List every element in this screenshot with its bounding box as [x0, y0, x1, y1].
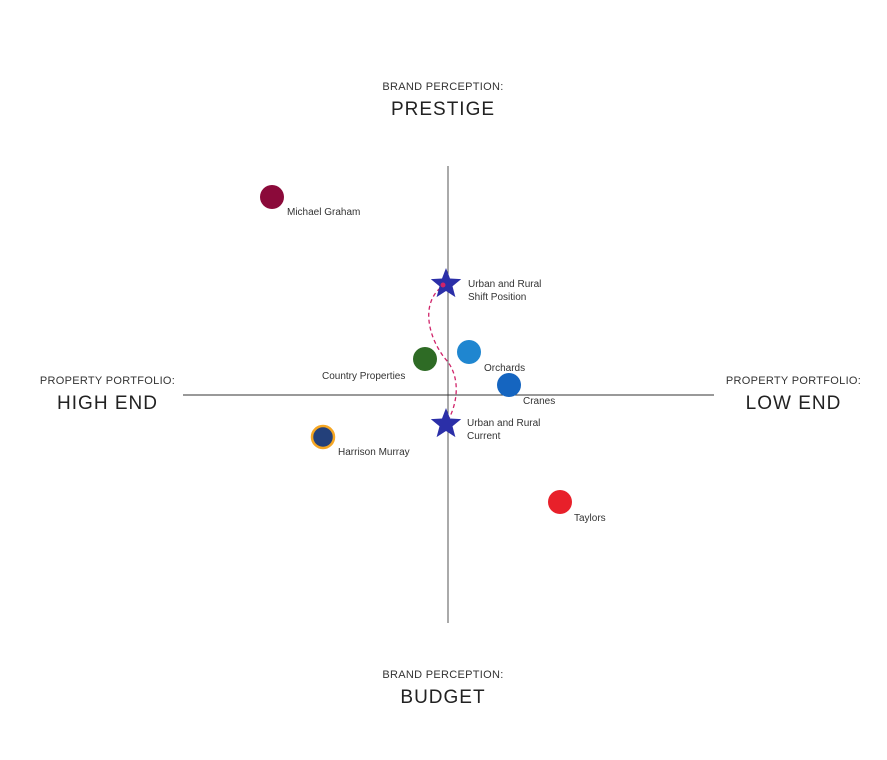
competitor-dot: [260, 185, 284, 209]
right-axis-sublabel: PROPERTY PORTFOLIO:: [725, 375, 862, 387]
brand-shift-label-line-1: Urban and Rural: [468, 279, 541, 290]
top-axis-title: PRESTIGE: [390, 99, 496, 120]
brand-current-label: Urban and Rural Current: [467, 418, 543, 442]
top-axis-sublabel: BRAND PERCEPTION:: [382, 81, 504, 93]
left-axis-label: PROPERTY PORTFOLIO: HIGH END: [20, 375, 195, 414]
right-axis-label: PROPERTY PORTFOLIO: LOW END: [706, 375, 881, 414]
competitor-label: Harrison Murray: [338, 447, 410, 458]
competitor-cranes: Cranes: [497, 373, 555, 407]
path-start-dot: [440, 282, 446, 288]
bottom-axis-title: BUDGET: [400, 687, 486, 708]
bottom-axis-sublabel: BRAND PERCEPTION:: [382, 669, 504, 681]
competitor-dot: [497, 373, 521, 397]
shift-path: [428, 283, 457, 425]
competitor-dot: [548, 490, 572, 514]
competitor-dot: [457, 340, 481, 364]
bottom-axis-label: BRAND PERCEPTION: BUDGET: [343, 669, 543, 708]
brand-current-label-line-1: Urban and Rural: [467, 418, 540, 429]
competitor-label: Orchards: [484, 363, 525, 374]
competitor-country-properties: Country Properties: [322, 347, 437, 382]
competitor-taylors: Taylors: [548, 490, 606, 524]
competitor-michael-graham: Michael Graham: [260, 185, 360, 218]
brand-current-position: Urban and Rural Current: [430, 408, 543, 442]
brand-shift-position: Urban and Rural Shift Position: [430, 268, 544, 303]
competitor-orchards: Orchards: [457, 340, 525, 374]
brand-shift-label: Urban and Rural Shift Position: [468, 279, 544, 303]
competitor-label: Taylors: [574, 513, 606, 524]
star-icon: [430, 408, 462, 438]
competitor-harrison-murray: Harrison Murray: [310, 424, 410, 458]
brand-current-label-line-2: Current: [467, 431, 501, 442]
right-axis-title: LOW END: [745, 393, 842, 414]
star-icon: [430, 268, 462, 298]
competitor-dot: [310, 424, 336, 450]
competitor-dot: [413, 347, 437, 371]
left-axis-sublabel: PROPERTY PORTFOLIO:: [39, 375, 176, 387]
competitor-label: Country Properties: [322, 371, 405, 382]
competitor-label: Michael Graham: [287, 207, 360, 218]
brand-shift-label-line-2: Shift Position: [468, 292, 526, 303]
competitor-label: Cranes: [523, 396, 555, 407]
top-axis-label: BRAND PERCEPTION: PRESTIGE: [343, 81, 543, 120]
left-axis-title: HIGH END: [57, 393, 158, 414]
